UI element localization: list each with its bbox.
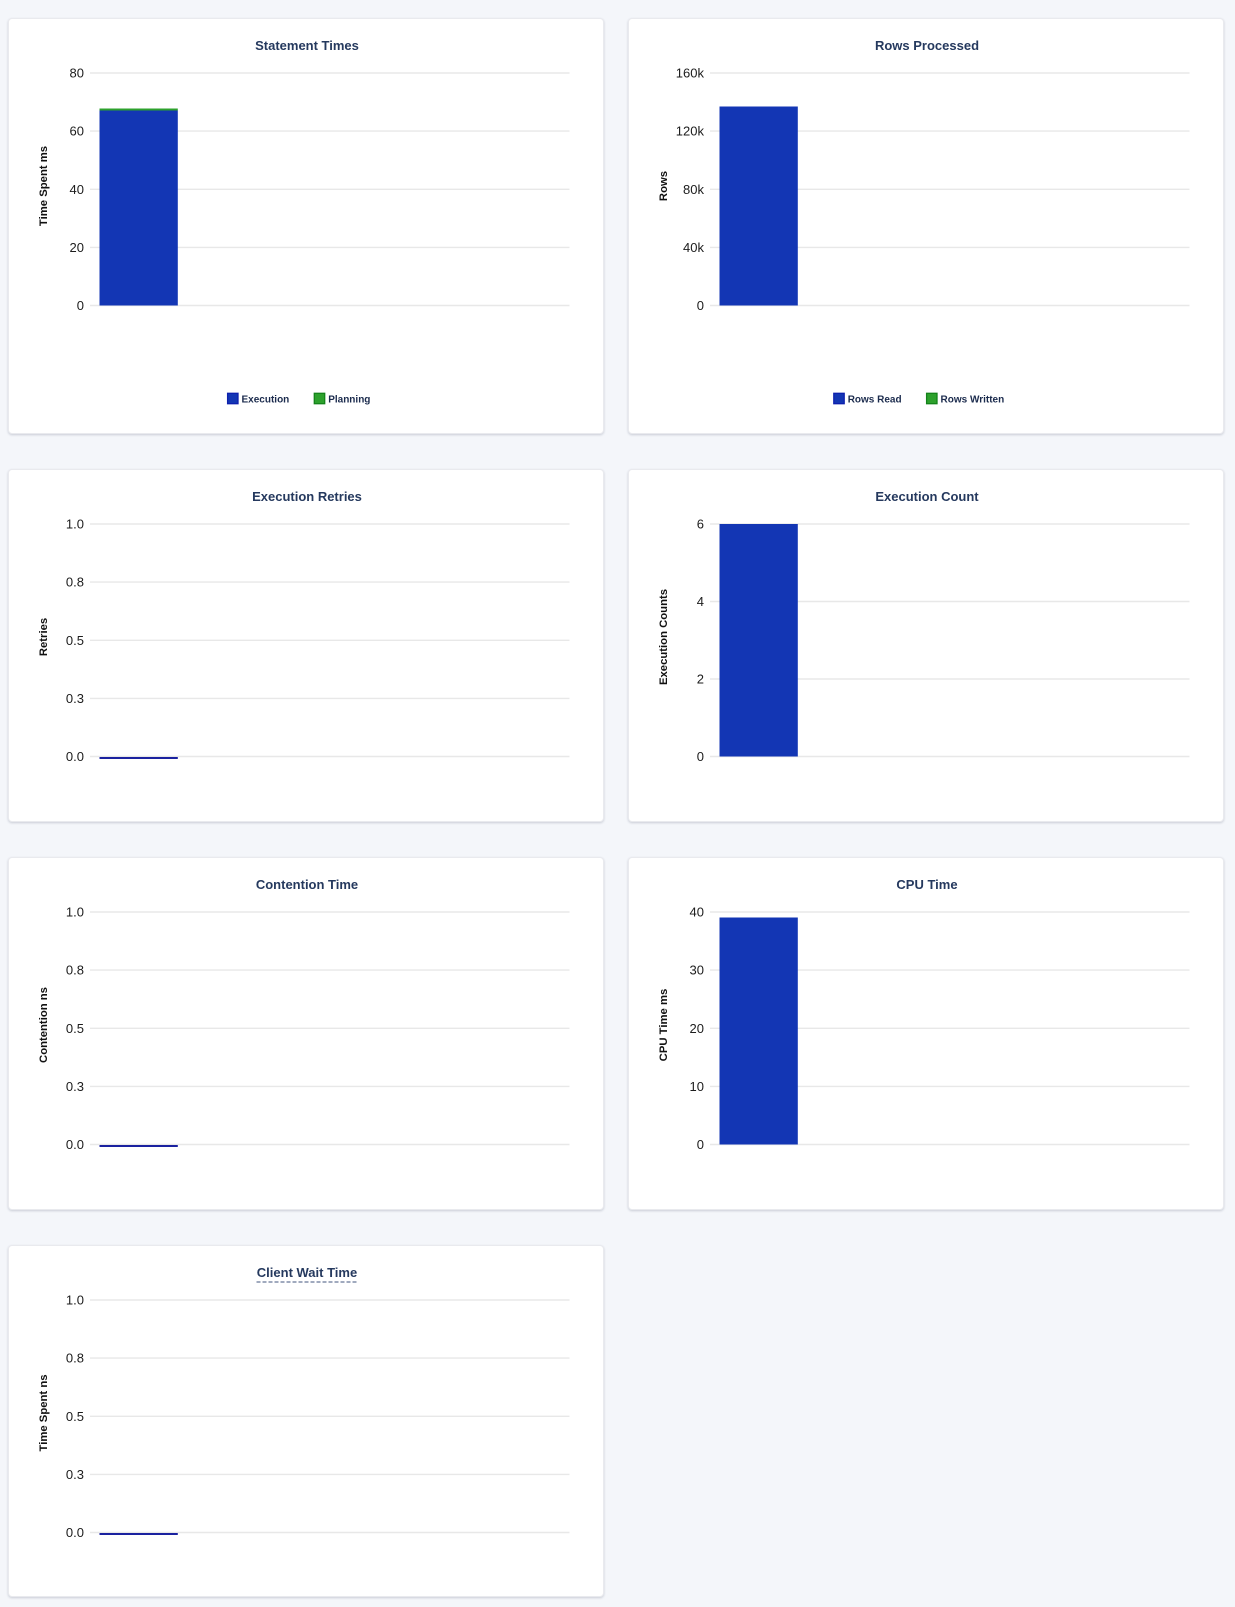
svg-text:0.3: 0.3: [66, 1467, 84, 1482]
svg-text:20: 20: [70, 240, 84, 255]
svg-text:2: 2: [697, 672, 704, 687]
svg-text:6: 6: [697, 517, 704, 532]
svg-text:Execution Count: Execution Count: [875, 489, 979, 504]
svg-text:0: 0: [697, 298, 704, 313]
svg-text:0.3: 0.3: [66, 1078, 84, 1093]
svg-text:60: 60: [70, 124, 84, 139]
svg-text:Execution: Execution: [242, 395, 290, 406]
svg-text:80: 80: [70, 66, 84, 81]
svg-text:Rows: Rows: [658, 171, 670, 201]
svg-text:160k: 160k: [676, 66, 705, 81]
svg-text:Rows Read: Rows Read: [848, 395, 902, 406]
svg-text:Execution Counts: Execution Counts: [658, 589, 670, 685]
svg-text:0.5: 0.5: [66, 1020, 84, 1035]
svg-text:0.5: 0.5: [66, 1409, 84, 1424]
svg-text:20: 20: [690, 1020, 704, 1035]
svg-text:0.0: 0.0: [66, 749, 84, 764]
svg-text:0.8: 0.8: [66, 1351, 84, 1366]
svg-text:Retries: Retries: [38, 618, 50, 656]
svg-text:Planning: Planning: [328, 395, 370, 406]
svg-text:CPU Time ms: CPU Time ms: [658, 988, 670, 1061]
svg-text:0: 0: [77, 298, 84, 313]
svg-text:Execution Retries: Execution Retries: [252, 489, 362, 504]
svg-text:Time Spent ns: Time Spent ns: [38, 1374, 50, 1451]
svg-text:0.0: 0.0: [66, 1137, 84, 1152]
svg-text:10: 10: [690, 1078, 704, 1093]
svg-text:1.0: 1.0: [66, 904, 84, 919]
svg-text:Time Spent ms: Time Spent ms: [38, 146, 50, 226]
svg-text:40: 40: [690, 904, 704, 919]
svg-text:1.0: 1.0: [66, 517, 84, 532]
svg-text:CPU Time: CPU Time: [896, 877, 957, 892]
svg-text:Contention ns: Contention ns: [38, 987, 50, 1063]
svg-text:Statement Times: Statement Times: [255, 38, 359, 53]
svg-text:0: 0: [697, 749, 704, 764]
svg-text:1.0: 1.0: [66, 1293, 84, 1308]
svg-text:0: 0: [697, 1137, 704, 1152]
svg-text:0.5: 0.5: [66, 633, 84, 648]
svg-text:0.8: 0.8: [66, 962, 84, 977]
svg-text:30: 30: [690, 962, 704, 977]
svg-text:120k: 120k: [676, 124, 705, 139]
svg-text:Client Wait Time: Client Wait Time: [257, 1265, 357, 1280]
svg-text:40k: 40k: [683, 240, 704, 255]
svg-text:40: 40: [70, 182, 84, 197]
svg-text:Rows Written: Rows Written: [941, 395, 1005, 406]
svg-text:0.8: 0.8: [66, 575, 84, 590]
svg-text:Contention Time: Contention Time: [256, 877, 358, 892]
svg-text:80k: 80k: [683, 182, 704, 197]
svg-text:4: 4: [697, 594, 704, 609]
svg-text:0.3: 0.3: [66, 691, 84, 706]
svg-text:0.0: 0.0: [66, 1525, 84, 1540]
svg-text:Rows Processed: Rows Processed: [875, 38, 979, 53]
